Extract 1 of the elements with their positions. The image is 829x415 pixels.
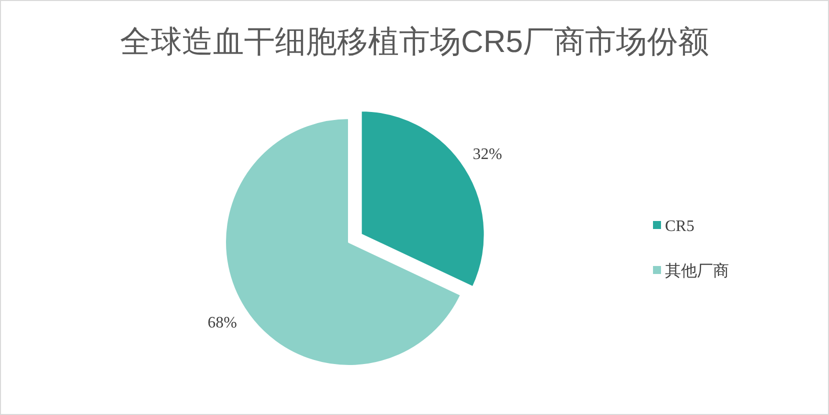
title: 全球造血干细胞移植市场CR5厂商市场份额 — [120, 24, 709, 59]
